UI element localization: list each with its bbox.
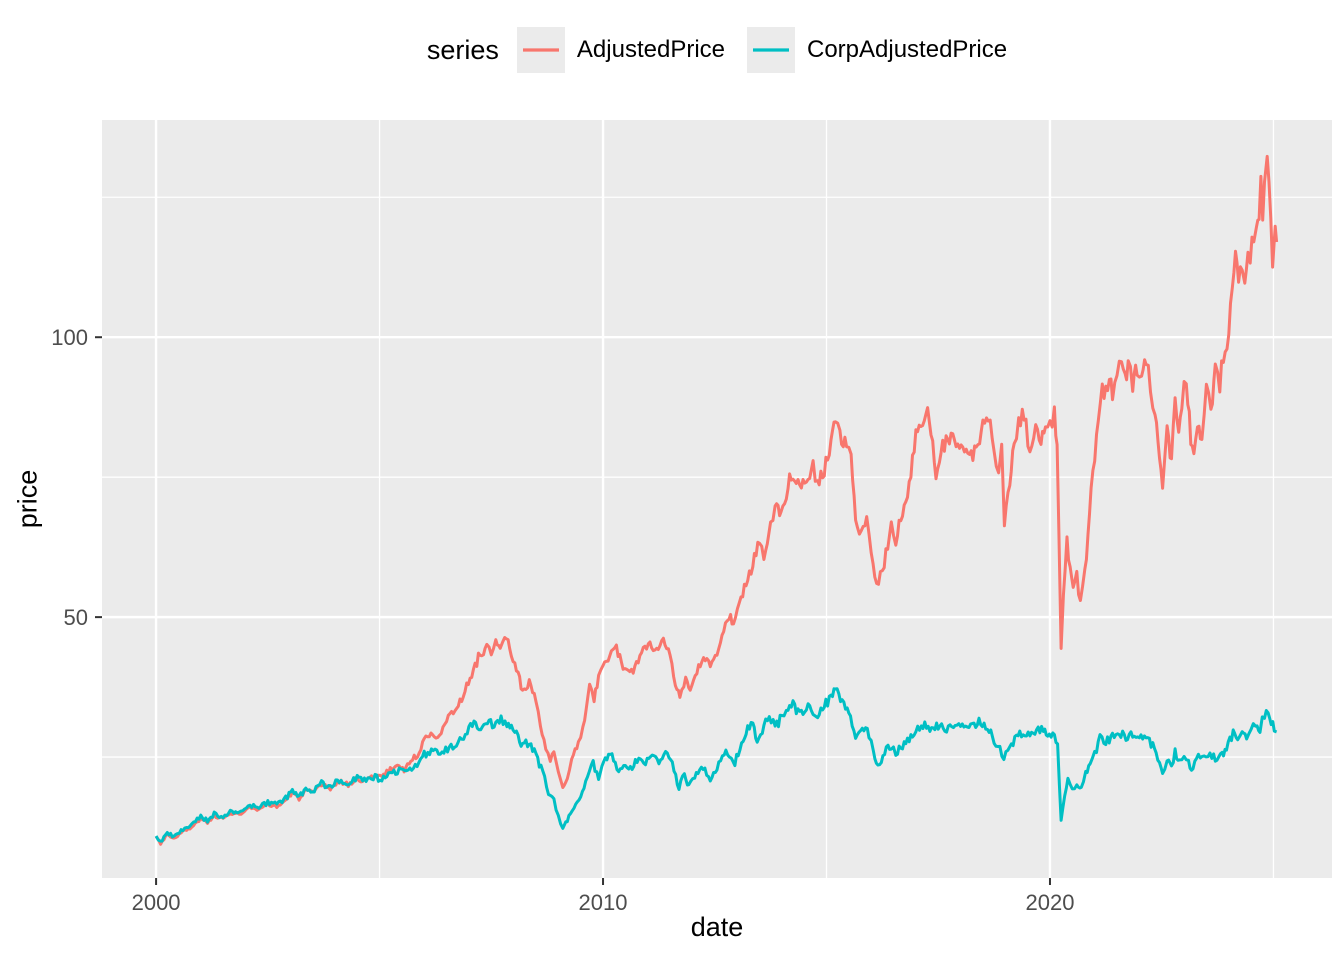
x-tick-label: 2000 bbox=[132, 890, 181, 915]
legend-item-corpadjustedprice: CorpAdjustedPrice bbox=[747, 27, 1007, 73]
y-tick-label: 100 bbox=[51, 325, 88, 350]
legend-key-line-icon bbox=[753, 48, 789, 52]
legend-title: series bbox=[426, 34, 499, 65]
legend-item-adjustedprice: AdjustedPrice bbox=[516, 27, 725, 73]
x-axis-title: date bbox=[690, 912, 744, 942]
legend-label-adjustedprice: AdjustedPrice bbox=[576, 36, 725, 63]
legend: series AdjustedPrice CorpAdjustedPrice bbox=[102, 18, 1332, 82]
y-axis-title: price bbox=[12, 469, 43, 529]
x-tick-label: 2020 bbox=[1025, 890, 1074, 915]
series-line-corpadjustedprice bbox=[154, 687, 1278, 843]
legend-label-corpadjustedprice: CorpAdjustedPrice bbox=[807, 36, 1008, 63]
x-tick-label: 2010 bbox=[579, 890, 628, 915]
legend-key-corpadjustedprice bbox=[747, 27, 795, 73]
plot-panel bbox=[102, 120, 1332, 878]
y-tick-label: 50 bbox=[64, 605, 88, 630]
legend-key-adjustedprice bbox=[516, 27, 565, 73]
legend-key-line-icon bbox=[522, 48, 559, 52]
